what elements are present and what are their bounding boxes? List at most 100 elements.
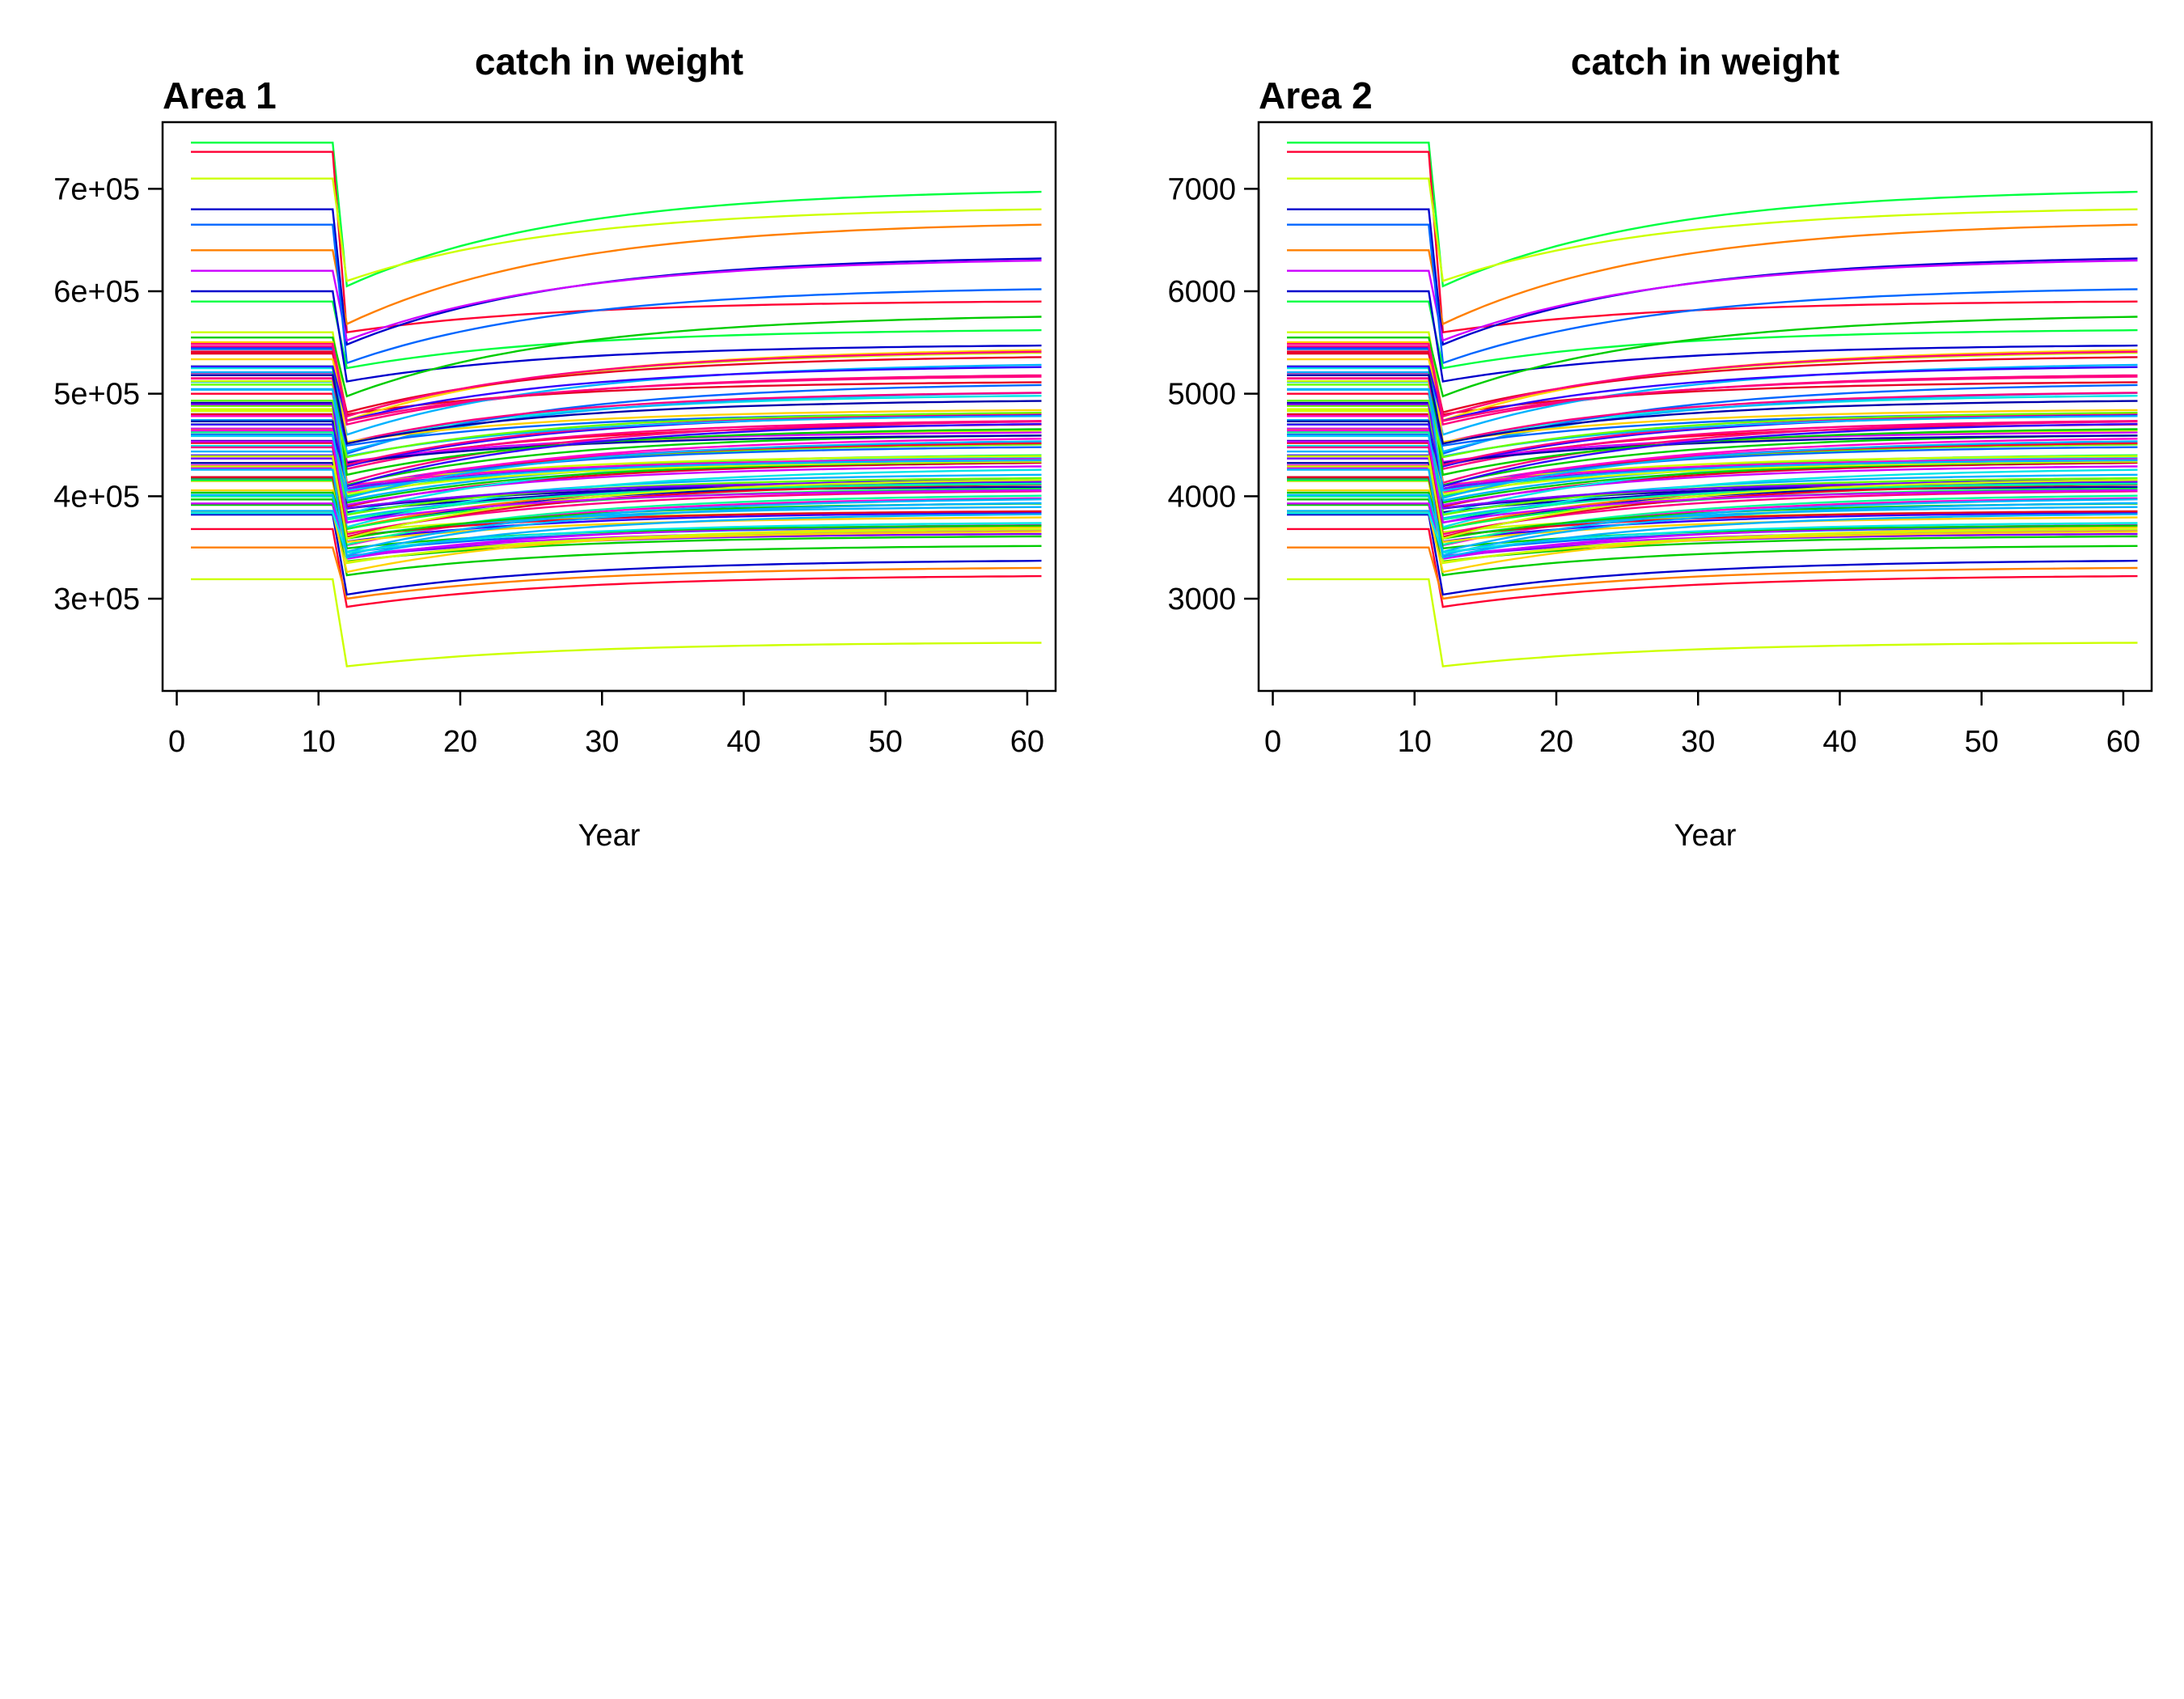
series-line <box>1287 342 2138 418</box>
series-line <box>191 489 1042 544</box>
series-line <box>1287 468 2138 559</box>
panel-label: Area 2 <box>1259 74 1373 117</box>
series-line <box>1287 223 2138 365</box>
y-tick-label: 6000 <box>1167 275 1236 309</box>
y-tick-label: 3000 <box>1167 583 1236 616</box>
series-line <box>191 365 1042 422</box>
y-tick-label: 4000 <box>1167 480 1236 514</box>
series-line <box>1287 316 2138 398</box>
series-line <box>191 422 1042 488</box>
x-tick-label: 20 <box>443 725 477 759</box>
series-line <box>191 223 1042 365</box>
x-tick-label: 0 <box>1264 725 1281 759</box>
y-tick-label: 4e+05 <box>53 480 140 514</box>
series-line <box>1287 150 2138 334</box>
series-line <box>191 440 1042 524</box>
x-axis: 0 10 20 30 40 50 60 <box>1264 689 2140 759</box>
series-line <box>191 259 1042 342</box>
series-line <box>191 341 1042 443</box>
series-line <box>191 546 1042 600</box>
chart-panel-area-1: catch in weight Area 1 3e+05 4e+05 5e+05 6e… <box>53 40 1057 853</box>
series-line <box>191 150 1042 334</box>
x-axis-label: Year <box>1674 819 1737 853</box>
series-line <box>1287 546 2138 600</box>
series-line <box>191 300 1042 370</box>
series-line <box>191 494 1042 553</box>
series-line <box>1287 489 2138 544</box>
x-tick-label: 30 <box>1681 725 1715 759</box>
series-line <box>1287 422 2138 488</box>
series-line <box>191 512 1042 554</box>
x-tick-label: 50 <box>869 725 903 759</box>
series-line <box>191 468 1042 559</box>
series-line <box>1287 259 2138 342</box>
series-line <box>1287 365 2138 422</box>
series-line <box>191 342 1042 418</box>
series-line <box>1287 374 2138 445</box>
y-axis: 3000 4000 5000 6000 7000 <box>1167 172 1260 616</box>
series-line <box>1287 455 2138 540</box>
chart-panel-area-2: catch in weight Area 2 3000 4000 5000 6000 7… <box>1167 40 2153 853</box>
chart-title: catch in weight <box>475 40 743 83</box>
x-tick-label: 60 <box>1010 725 1044 759</box>
series-line <box>191 527 1042 608</box>
y-tick-label: 5000 <box>1167 378 1236 412</box>
series-line <box>191 430 1042 487</box>
series-line <box>191 388 1042 492</box>
series-line <box>1287 465 2138 565</box>
series-line <box>1287 494 2138 553</box>
x-tick-label: 50 <box>1965 725 1999 759</box>
series-line <box>191 455 1042 540</box>
y-axis: 3e+05 4e+05 5e+05 6e+05 7e+05 <box>53 172 164 616</box>
x-tick-label: 30 <box>585 725 619 759</box>
series-line <box>191 431 1042 521</box>
series-line <box>1287 142 2138 288</box>
series-layer <box>1287 142 2138 667</box>
series-line <box>1287 400 2138 459</box>
series-line <box>1287 502 2138 557</box>
series-line <box>191 316 1042 398</box>
series-line <box>1287 350 2138 414</box>
series-line <box>191 290 1042 383</box>
series-line <box>191 350 1042 414</box>
series-line <box>191 578 1042 667</box>
series-line <box>1287 512 2138 554</box>
y-tick-label: 7000 <box>1167 172 1236 206</box>
series-line <box>191 502 1042 557</box>
series-line <box>1287 434 2138 500</box>
x-tick-label: 20 <box>1539 725 1573 759</box>
x-axis: 0 10 20 30 40 50 60 <box>168 689 1044 759</box>
x-tick-label: 10 <box>302 725 336 759</box>
series-line <box>1287 223 2138 326</box>
series-line <box>1287 300 2138 370</box>
series-line <box>1287 527 2138 608</box>
y-tick-label: 3e+05 <box>53 583 140 616</box>
series-line <box>191 400 1042 459</box>
y-tick-label: 6e+05 <box>53 275 140 309</box>
y-tick-label: 5e+05 <box>53 378 140 412</box>
series-layer <box>191 142 1042 667</box>
panel-label: Area 1 <box>163 74 277 117</box>
series-line <box>1287 341 2138 443</box>
chart-title: catch in weight <box>1571 40 1839 83</box>
series-line <box>1287 208 2138 346</box>
series-line <box>191 374 1042 445</box>
series-line <box>191 223 1042 326</box>
x-tick-label: 40 <box>1822 725 1856 759</box>
series-line <box>191 434 1042 500</box>
series-line <box>1287 440 2138 524</box>
y-tick-label: 7e+05 <box>53 172 140 206</box>
x-tick-label: 10 <box>1398 725 1432 759</box>
series-line <box>191 208 1042 346</box>
series-line <box>191 465 1042 565</box>
x-axis-label: Year <box>578 819 641 853</box>
series-line <box>191 177 1042 282</box>
series-line <box>1287 177 2138 282</box>
series-line <box>1287 578 2138 667</box>
x-tick-label: 0 <box>168 725 185 759</box>
series-line <box>1287 431 2138 521</box>
series-line <box>1287 290 2138 383</box>
series-line <box>1287 430 2138 487</box>
x-tick-label: 60 <box>2106 725 2140 759</box>
